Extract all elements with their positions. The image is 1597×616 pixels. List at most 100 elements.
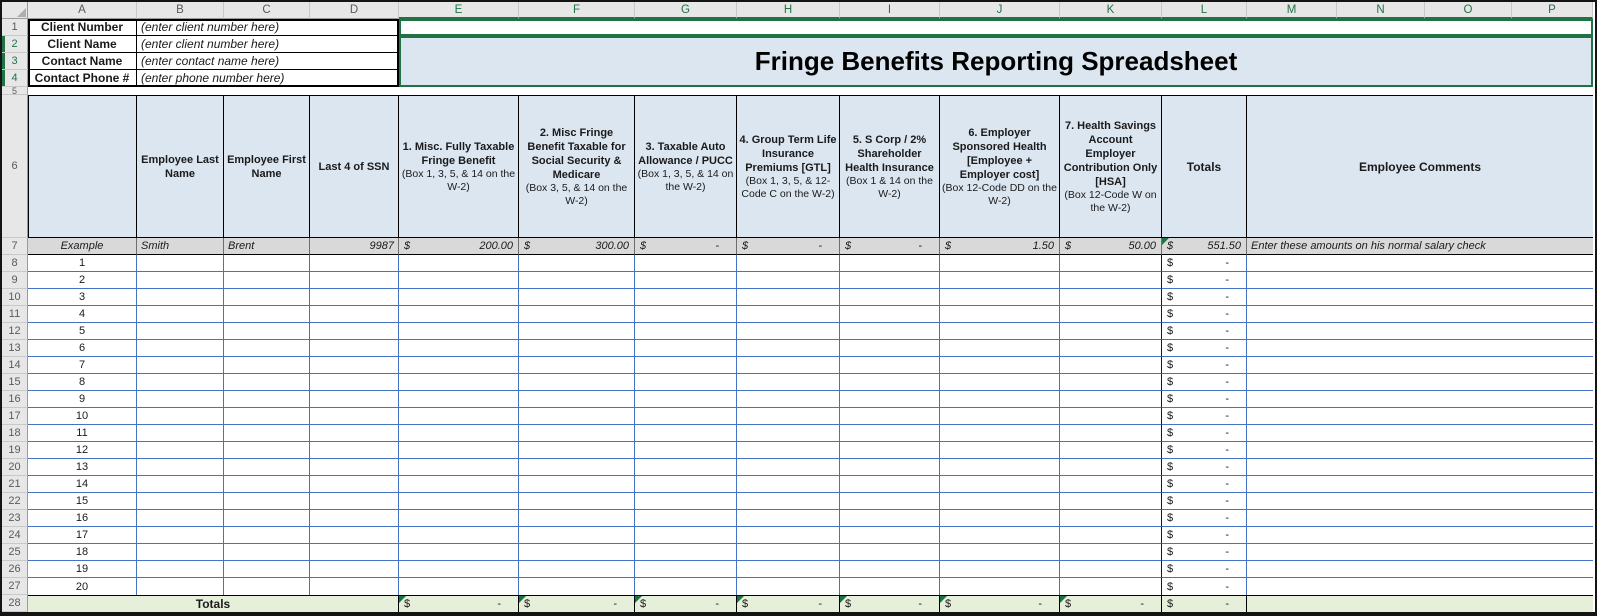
row-header-21[interactable]: 21 <box>2 476 28 493</box>
row-header-24[interactable]: 24 <box>2 527 28 544</box>
cell-comments[interactable] <box>1247 459 1593 476</box>
cell-empty[interactable] <box>635 527 737 544</box>
cell-empty[interactable] <box>840 442 940 459</box>
row-header-11[interactable]: 11 <box>2 306 28 323</box>
cell-empty[interactable] <box>137 323 224 340</box>
cell-empty[interactable] <box>519 544 635 561</box>
totals-amount-2[interactable]: $ - <box>519 595 635 612</box>
example-amount-4[interactable]: $ - <box>737 238 840 255</box>
cell-empty[interactable] <box>940 255 1060 272</box>
cell-empty[interactable] <box>1060 459 1162 476</box>
totals-amount-3[interactable]: $ - <box>635 595 737 612</box>
cell-empty[interactable] <box>635 476 737 493</box>
cell-comments[interactable] <box>1247 289 1593 306</box>
cell-empty[interactable] <box>1060 374 1162 391</box>
cell-empty[interactable] <box>940 425 1060 442</box>
cell-empty[interactable] <box>310 527 399 544</box>
row-header-17[interactable]: 17 <box>2 408 28 425</box>
cell-empty[interactable] <box>399 493 519 510</box>
cell-empty[interactable] <box>840 425 940 442</box>
cell-row-number-17[interactable]: 17 <box>28 527 137 544</box>
client-name-input[interactable]: (enter client number here) <box>137 36 399 53</box>
cell-empty[interactable] <box>1060 493 1162 510</box>
column-header-f[interactable]: F <box>519 2 635 19</box>
select-all-corner[interactable] <box>2 2 28 19</box>
example-amount-6[interactable]: $ 1.50 <box>940 238 1060 255</box>
cell-empty[interactable] <box>840 272 940 289</box>
cell-row-number-13[interactable]: 13 <box>28 459 137 476</box>
cell-empty[interactable] <box>137 459 224 476</box>
cell-empty[interactable] <box>840 408 940 425</box>
row-header-1[interactable]: 1 <box>2 19 28 36</box>
cell-empty[interactable] <box>635 578 737 595</box>
cell-empty[interactable] <box>940 476 1060 493</box>
cell-empty[interactable] <box>737 425 840 442</box>
cell-empty[interactable] <box>137 425 224 442</box>
cell-empty[interactable] <box>1060 578 1162 595</box>
cell-comments[interactable] <box>1247 544 1593 561</box>
cell-empty[interactable] <box>519 459 635 476</box>
cell-row-number-2[interactable]: 2 <box>28 272 137 289</box>
cell-row-number-10[interactable]: 10 <box>28 408 137 425</box>
totals-amount-5[interactable]: $ - <box>840 595 940 612</box>
row-header-25[interactable]: 25 <box>2 544 28 561</box>
selected-range-e1-p1[interactable] <box>399 19 1593 36</box>
cell-row-number-6[interactable]: 6 <box>28 340 137 357</box>
row-header-14[interactable]: 14 <box>2 357 28 374</box>
cell-empty[interactable] <box>224 272 310 289</box>
cell-empty[interactable] <box>840 544 940 561</box>
totals-amount-4[interactable]: $ - <box>737 595 840 612</box>
cell-empty[interactable] <box>635 255 737 272</box>
cell-empty[interactable] <box>635 272 737 289</box>
cell-empty[interactable] <box>399 272 519 289</box>
cell-row-total[interactable]: $ - <box>1162 578 1247 595</box>
cell-empty[interactable] <box>1060 510 1162 527</box>
cell-empty[interactable] <box>940 323 1060 340</box>
cell-row-number-11[interactable]: 11 <box>28 425 137 442</box>
cell-row-number-8[interactable]: 8 <box>28 374 137 391</box>
column-header-d[interactable]: D <box>310 2 399 19</box>
cell-empty[interactable] <box>519 306 635 323</box>
contact-name-label[interactable]: Contact Name <box>28 53 137 70</box>
cell-comments[interactable] <box>1247 391 1593 408</box>
cell-empty[interactable] <box>399 578 519 595</box>
cell-row-total[interactable]: $ - <box>1162 442 1247 459</box>
cell-row-number-18[interactable]: 18 <box>28 544 137 561</box>
example-amount-5[interactable]: $ - <box>840 238 940 255</box>
cell-row-total[interactable]: $ - <box>1162 527 1247 544</box>
cell-empty[interactable] <box>737 357 840 374</box>
cell-empty[interactable] <box>137 442 224 459</box>
cell-row-number-14[interactable]: 14 <box>28 476 137 493</box>
cell-empty[interactable] <box>840 561 940 578</box>
cell-row-number-5[interactable]: 5 <box>28 323 137 340</box>
column-header-b[interactable]: B <box>137 2 224 19</box>
cell-empty[interactable] <box>519 476 635 493</box>
cell-empty[interactable] <box>224 340 310 357</box>
cell-empty[interactable] <box>737 272 840 289</box>
totals-row-label[interactable]: Totals <box>28 595 399 612</box>
cell-comments[interactable] <box>1247 340 1593 357</box>
cell-empty[interactable] <box>310 510 399 527</box>
cell-empty[interactable] <box>737 289 840 306</box>
cell-empty[interactable] <box>940 493 1060 510</box>
cell-empty[interactable] <box>224 391 310 408</box>
row-header-13[interactable]: 13 <box>2 340 28 357</box>
cell-empty[interactable] <box>310 476 399 493</box>
cell-empty[interactable] <box>519 425 635 442</box>
header-benefit-3[interactable]: 3. Taxable Auto Allowance / PUCC (Box 1,… <box>635 95 737 238</box>
cell-comments[interactable] <box>1247 578 1593 595</box>
cell-empty[interactable] <box>137 391 224 408</box>
column-header-n[interactable]: N <box>1337 2 1425 19</box>
cell-empty[interactable] <box>399 476 519 493</box>
cell-empty[interactable] <box>635 425 737 442</box>
cell-empty[interactable] <box>635 459 737 476</box>
cell-row-number-9[interactable]: 9 <box>28 391 137 408</box>
cell-empty[interactable] <box>737 323 840 340</box>
cell-row-total[interactable]: $ - <box>1162 272 1247 289</box>
cell-row-number-3[interactable]: 3 <box>28 289 137 306</box>
row-header-3[interactable]: 3 <box>2 53 28 70</box>
row-header-8[interactable]: 8 <box>2 255 28 272</box>
cell-empty[interactable] <box>519 323 635 340</box>
cell-empty[interactable] <box>1060 272 1162 289</box>
cell-empty[interactable] <box>310 272 399 289</box>
